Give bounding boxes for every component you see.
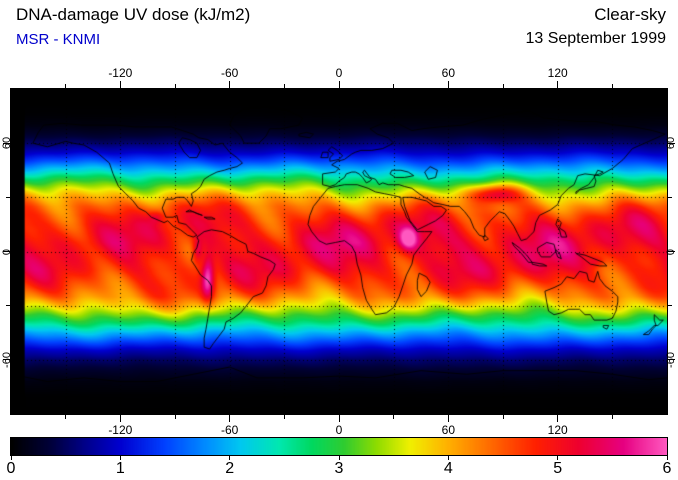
y-tick	[668, 305, 672, 307]
x-tick	[557, 81, 559, 88]
x-tick	[229, 81, 231, 88]
y-tick	[3, 359, 10, 361]
x-tick-label: -60	[220, 66, 239, 80]
y-tick	[668, 142, 675, 144]
colorbar-tick-label: 3	[334, 460, 344, 477]
colorbar-tick	[119, 456, 121, 460]
date-label: 13 September 1999	[525, 30, 666, 47]
x-tick	[502, 415, 504, 419]
x-tick	[447, 415, 449, 422]
x-tick	[338, 415, 340, 422]
y-tick	[668, 359, 675, 361]
chart-title: DNA-damage UV dose (kJ/m2)	[16, 5, 251, 24]
x-tick-label: 60	[441, 423, 456, 437]
y-tick	[3, 251, 10, 252]
x-tick	[611, 415, 613, 419]
colorbar-canvas	[11, 438, 667, 455]
y-tick	[3, 142, 10, 144]
x-tick	[283, 415, 285, 419]
colorbar-tick-label: 1	[115, 460, 125, 477]
x-tick	[338, 81, 340, 88]
y-tick	[668, 196, 672, 198]
source-label: MSR - KNMI	[16, 31, 101, 48]
colorbar-tick	[447, 456, 449, 460]
x-tick	[119, 415, 121, 422]
x-tick	[557, 415, 559, 422]
x-tick	[447, 81, 449, 88]
x-tick-label: -120	[108, 66, 133, 80]
x-tick-label: 120	[547, 423, 568, 437]
x-tick-label: -60	[220, 423, 239, 437]
colorbar-tick	[10, 456, 12, 460]
colorbar-tick	[666, 456, 668, 460]
colorbar-tick	[229, 456, 231, 460]
colorbar	[10, 437, 668, 456]
colorbar-tick-label: 0	[6, 460, 16, 477]
condition-label: Clear-sky	[594, 5, 666, 24]
x-tick-label: -120	[108, 423, 133, 437]
colorbar-tick-label: 4	[443, 460, 453, 477]
x-tick	[65, 415, 67, 419]
x-tick	[119, 81, 121, 88]
colorbar-tick-label: 5	[553, 460, 563, 477]
x-tick	[393, 415, 395, 419]
colorbar-tick	[557, 456, 559, 460]
x-tick-label: 60	[441, 66, 456, 80]
colorbar-tick	[338, 456, 340, 460]
colorbar-tick-label: 6	[662, 460, 672, 477]
colorbar-tick-label: 2	[225, 460, 235, 477]
uv-heatmap-canvas	[11, 89, 667, 414]
x-tick-label: 0	[335, 423, 343, 437]
x-tick	[174, 415, 176, 419]
world-map-plot	[10, 88, 668, 415]
x-tick	[229, 415, 231, 422]
y-tick	[668, 251, 675, 252]
x-tick-label: 0	[335, 66, 343, 80]
x-tick-label: 120	[547, 66, 568, 80]
